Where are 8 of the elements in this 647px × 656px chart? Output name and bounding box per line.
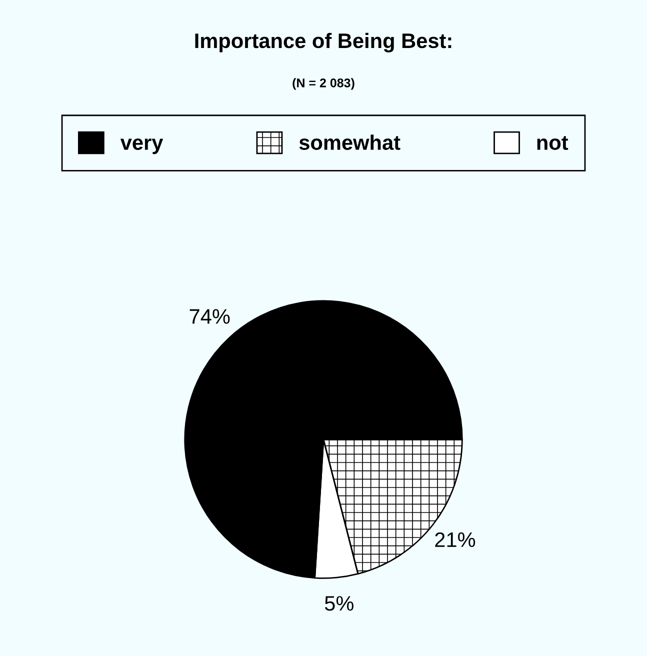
chart-title: Importance of Being Best:	[195, 32, 452, 52]
legend-label: somewhat	[299, 134, 400, 150]
legend-label: not	[537, 136, 568, 150]
data-label: 21%	[435, 532, 476, 547]
legend-label: very	[120, 138, 164, 154]
chart-subtitle: (N = 2 083)	[292, 78, 354, 90]
data-label: 5%	[324, 596, 354, 611]
data-label: 74%	[190, 309, 230, 324]
